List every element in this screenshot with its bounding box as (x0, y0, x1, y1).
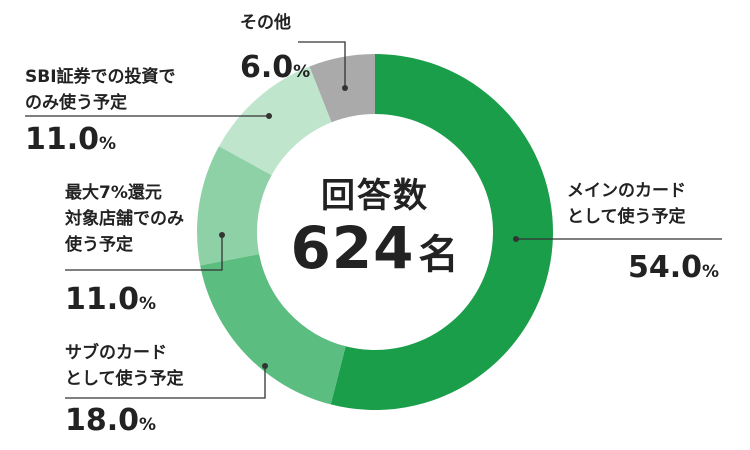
leader-sbi-investment-dot (266, 113, 272, 119)
percent-sub-card-suffix: % (139, 415, 157, 435)
label-sbi-investment-line2: のみ使う予定 (25, 93, 127, 113)
percent-store-reward-value: 11.0 (65, 282, 140, 317)
percent-sbi-investment: 11.0% (25, 122, 116, 157)
slice-sub-card (200, 254, 346, 405)
slice-store-reward (196, 146, 272, 266)
respondents-number: 624 (290, 214, 415, 282)
percent-other-value: 6.0 (240, 50, 294, 85)
leader-store-reward-dot (219, 232, 225, 238)
label-other-line1: その他 (240, 13, 291, 33)
leader-main-card-dot (513, 236, 519, 242)
label-sub-card-line1: サブのカード (65, 343, 167, 363)
leader-other-dot (342, 85, 348, 91)
percent-sbi-investment-suffix: % (99, 134, 117, 154)
slice-main-card (330, 54, 553, 410)
respondents-unit: 名 (418, 232, 460, 278)
label-store-reward: 最大7%還元 対象店舗でのみ 使う予定 (65, 180, 184, 258)
percent-sbi-investment-value: 11.0 (25, 122, 100, 157)
percent-store-reward-suffix: % (139, 294, 157, 314)
label-sub-card-line2: として使う予定 (65, 369, 184, 389)
percent-main-card-suffix: % (702, 262, 720, 282)
label-store-reward-line1: 最大7%還元 (65, 183, 162, 203)
percent-store-reward: 11.0% (65, 282, 156, 317)
percent-other: 6.0% (240, 50, 310, 85)
leader-sub-card-dot (262, 363, 268, 369)
label-store-reward-line2: 対象店舗でのみ (65, 209, 184, 229)
label-other: その他 (240, 10, 291, 36)
percent-other-suffix: % (293, 62, 311, 82)
label-main-card: メインのカード として使う予定 (567, 178, 686, 230)
respondents-count: 624 名 (255, 214, 495, 282)
label-main-card-line1: メインのカード (567, 181, 686, 201)
percent-sub-card: 18.0% (65, 403, 156, 438)
label-sub-card: サブのカード として使う予定 (65, 340, 184, 392)
slice-sbi-investment (219, 66, 332, 176)
percent-main-card: 54.0% (628, 250, 719, 285)
percent-main-card-value: 54.0 (628, 250, 703, 285)
label-main-card-line2: として使う予定 (567, 207, 686, 227)
label-store-reward-line3: 使う予定 (65, 235, 133, 255)
respondents-label: 回答数 (321, 176, 429, 216)
leader-sub-card (65, 366, 266, 399)
percent-sub-card-value: 18.0 (65, 403, 140, 438)
label-sbi-investment: SBI証券での投資で のみ使う予定 (25, 64, 176, 116)
label-sbi-investment-line1: SBI証券での投資で (25, 67, 176, 87)
leader-store-reward (65, 235, 223, 271)
leader-other (298, 41, 346, 88)
